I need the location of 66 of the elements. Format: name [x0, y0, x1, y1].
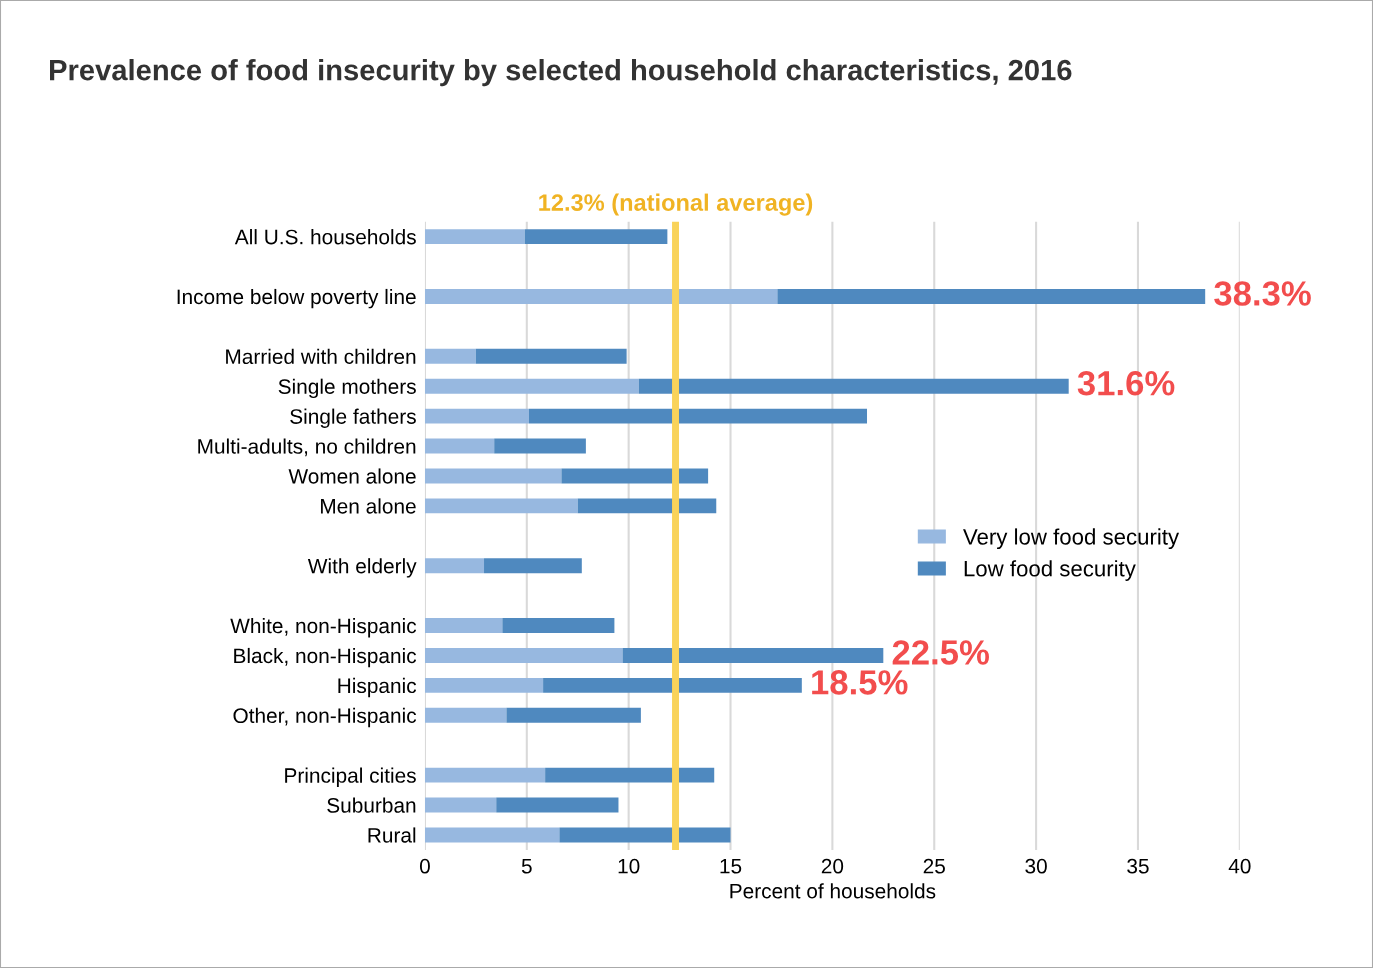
- y-tick-label: White, non-Hispanic: [230, 617, 417, 638]
- x-tick-label: 15: [720, 859, 742, 874]
- bar: [561, 468, 709, 484]
- bar: [424, 827, 560, 843]
- bar: [424, 767, 546, 783]
- bar: [638, 378, 1069, 394]
- x-tick-label: 35: [1127, 858, 1149, 874]
- y-tick-label: Women alone: [288, 468, 416, 484]
- annotation: 22.5%: [892, 640, 989, 665]
- bar: [622, 647, 884, 663]
- y-tick-label: Single mothers: [278, 378, 416, 399]
- y-tick-label: Suburban: [327, 797, 416, 813]
- y-tick-label: Men alone: [321, 498, 416, 514]
- x-tick-label: 20: [821, 858, 844, 874]
- bar: [424, 707, 507, 723]
- bar: [559, 827, 731, 843]
- bar: [545, 767, 715, 783]
- y-tick-label: Hispanic: [338, 677, 417, 698]
- bar: [424, 677, 544, 693]
- x-tick-label: 30: [1025, 858, 1047, 874]
- y-tick-label: Multi-adults, no children: [198, 438, 416, 457]
- annotation: 18.5%: [812, 670, 908, 695]
- annotation: 31.6%: [1077, 370, 1175, 396]
- ref-line-label: 12.3% (national average): [539, 193, 813, 216]
- bar: [424, 468, 562, 484]
- y-tick-label: Principal cities: [285, 767, 416, 787]
- x-axis-title: Percent of households: [730, 883, 936, 899]
- y-tick-label: Black, non-Hispanic: [234, 647, 417, 668]
- bar: [424, 647, 623, 663]
- bar: [424, 797, 497, 813]
- x-tick-label: 0: [419, 858, 430, 874]
- bar: [424, 378, 639, 394]
- x-tick-label: 10: [618, 858, 640, 874]
- y-tick-label: Married with children: [226, 348, 416, 365]
- bar: [502, 618, 615, 634]
- y-tick-label: With elderly: [307, 558, 417, 578]
- bar: [424, 498, 578, 514]
- bar: [528, 408, 868, 424]
- bar: [424, 288, 778, 304]
- chart-title: Prevalence of food insecurity by selected household characteristics, 2016: [50, 59, 1072, 87]
- annotation: 38.3%: [1214, 281, 1311, 306]
- bar: [494, 438, 586, 454]
- x-tick-label: 40: [1228, 858, 1251, 874]
- x-tick-label: 5: [521, 859, 532, 874]
- y-tick-label: Single fathers: [290, 408, 416, 428]
- bar: [424, 558, 485, 574]
- bar: [475, 348, 627, 364]
- bar: [484, 558, 582, 574]
- bar: [424, 408, 529, 424]
- y-tick-label: Rural: [368, 827, 416, 843]
- bar: [424, 618, 503, 634]
- legend-label: Very low food security: [963, 528, 1180, 550]
- y-tick-label: Other, non-Hispanic: [233, 707, 417, 728]
- bar: [424, 229, 525, 245]
- bar: [506, 707, 641, 723]
- legend-label: Low food security: [964, 560, 1136, 581]
- bar: [496, 797, 619, 813]
- bar: [777, 288, 1206, 304]
- bar: [577, 498, 717, 514]
- y-tick-label: All U.S. households: [234, 229, 416, 245]
- bar: [424, 438, 495, 454]
- bar: [543, 677, 802, 693]
- y-tick-label: Income below poverty line: [177, 288, 416, 309]
- x-tick-label: 25: [923, 858, 945, 874]
- bar: [424, 348, 476, 364]
- bar: [524, 229, 668, 245]
